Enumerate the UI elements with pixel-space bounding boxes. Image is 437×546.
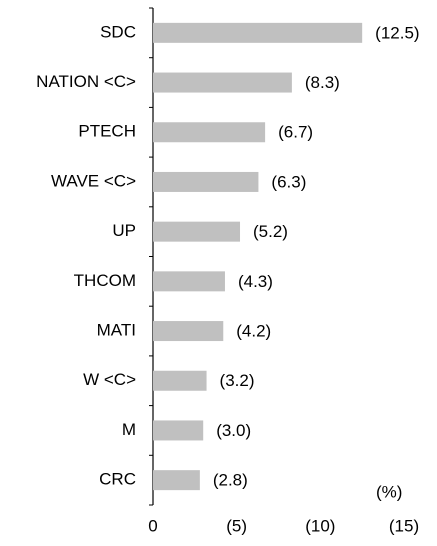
- value-label: (5.2): [253, 222, 288, 241]
- bar: [153, 420, 204, 441]
- y-tick-label: M: [122, 420, 136, 439]
- y-tick-label: W <C>: [83, 370, 136, 389]
- unit-label: (%): [376, 482, 402, 501]
- value-label: (3.0): [216, 421, 251, 440]
- value-label: (4.2): [236, 322, 271, 341]
- value-label: (6.3): [271, 172, 306, 191]
- bar: [153, 370, 207, 391]
- value-label: (12.5): [375, 23, 419, 42]
- bar: [153, 321, 224, 342]
- y-tick-label: THCOM: [74, 271, 136, 290]
- value-label: (8.3): [305, 73, 340, 92]
- y-tick-label: PTECH: [78, 122, 136, 141]
- value-label: (3.2): [220, 371, 255, 390]
- x-tick-label: 0: [148, 516, 157, 535]
- x-tick-label: (15): [389, 516, 419, 535]
- bar: [153, 221, 241, 242]
- y-tick-label: SDC: [100, 22, 136, 41]
- value-label: (2.8): [213, 471, 248, 490]
- value-label: (6.7): [278, 123, 313, 142]
- y-tick-label: NATION <C>: [36, 72, 136, 91]
- bar: [153, 271, 225, 292]
- bar: [153, 22, 363, 43]
- y-tick-label: MATI: [97, 321, 136, 340]
- y-tick-label: CRC: [99, 470, 136, 489]
- y-tick-label: UP: [112, 221, 136, 240]
- value-label: (4.3): [238, 272, 273, 291]
- bar: [153, 122, 266, 143]
- bar: [153, 171, 259, 192]
- x-tick-label: (10): [305, 516, 335, 535]
- x-tick-label: (5): [226, 516, 247, 535]
- bar: [153, 72, 292, 93]
- bar: [153, 470, 200, 491]
- y-tick-label: WAVE <C>: [51, 171, 136, 190]
